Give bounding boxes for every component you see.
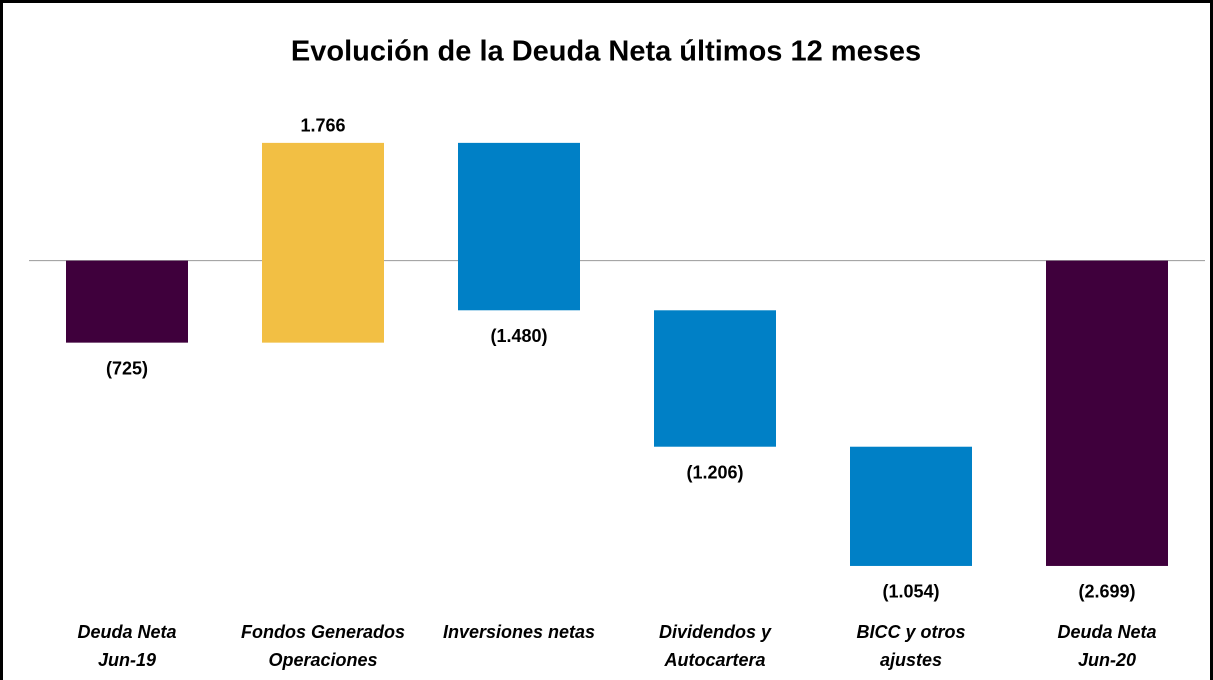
x-tick-label-line: Deuda Neta	[77, 622, 176, 642]
value-label: (1.206)	[686, 462, 743, 482]
bar	[1046, 260, 1168, 566]
x-tick-label-line: Jun-19	[98, 650, 156, 670]
x-tick-label-line: Fondos Generados	[241, 622, 405, 642]
x-tick-label-line: Jun-20	[1078, 650, 1136, 670]
x-tick-label: Inversiones netas	[443, 622, 595, 642]
value-label: 1.766	[300, 116, 345, 136]
bar	[850, 446, 972, 566]
value-label: (725)	[106, 358, 148, 378]
value-label: (1.480)	[490, 326, 547, 346]
x-tick-label: Dividendos y Autocartera	[659, 622, 772, 670]
chart-title: Evolución de la Deuda Neta últimos 12 me…	[291, 36, 921, 68]
bar	[66, 260, 188, 343]
x-tick-label-line: Inversiones netas	[443, 622, 595, 642]
x-tick-label-line: Operaciones	[268, 650, 377, 670]
x-tick-label: Fondos Generados Operaciones	[241, 622, 405, 670]
x-tick-label-line: ajustes	[880, 650, 942, 670]
x-tick-label: Deuda Neta Jun-19	[77, 622, 176, 670]
x-tick-label: BICC y otros ajustes	[856, 622, 965, 670]
x-tick-label-line: Autocartera	[663, 650, 765, 670]
bar	[458, 142, 580, 311]
value-label: (2.699)	[1078, 582, 1135, 602]
bar	[654, 310, 776, 447]
x-tick-label-line: Dividendos y	[659, 622, 772, 642]
x-tick-label-line: BICC y otros	[856, 622, 965, 642]
value-label: (1.054)	[882, 582, 939, 602]
x-tick-label-line: Deuda Neta	[1057, 622, 1156, 642]
bar	[262, 142, 384, 343]
x-tick-label: Deuda Neta Jun-20	[1057, 622, 1156, 670]
